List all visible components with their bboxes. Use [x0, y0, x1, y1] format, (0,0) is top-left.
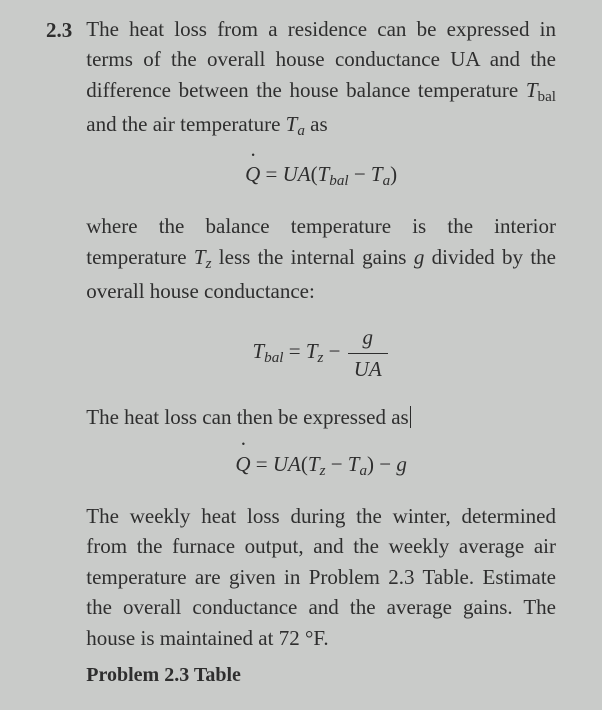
eq3-minus1: −	[325, 452, 347, 476]
page: 2.3 The heat loss from a residence can b…	[0, 0, 602, 710]
eq3-ta-sub: a	[359, 463, 367, 479]
equation-3: Q = UA(Tz − Ta) − g	[86, 449, 556, 483]
problem-number: 2.3	[46, 14, 72, 690]
equation-2: Tbal = Tz − gUA	[86, 322, 556, 384]
p1-text-1: The heat loss from a residence can be ex…	[86, 17, 556, 102]
eq1-tbal-sub: bal	[329, 173, 348, 189]
eq3-ua: UA	[273, 452, 301, 476]
p2-tz-t: T	[194, 245, 206, 269]
p1-ta-t: T	[286, 112, 298, 136]
eq3-lparen: (	[301, 452, 308, 476]
p1-text-3: as	[305, 112, 328, 136]
eq3-minus2: −	[374, 452, 396, 476]
eq2-frac-den: UA	[348, 353, 388, 384]
p1-tbal-t: T	[526, 78, 538, 102]
p1-tbal-sub: bal	[538, 89, 556, 105]
eq1-qdot: Q	[245, 159, 260, 189]
eq1-ua: UA	[283, 162, 311, 186]
problem-row: 2.3 The heat loss from a residence can b…	[46, 14, 556, 690]
eq1-ta-t: T	[371, 162, 383, 186]
eq3-rparen: )	[367, 452, 374, 476]
paragraph-1: The heat loss from a residence can be ex…	[86, 14, 556, 143]
table-caption: Problem 2.3 Table	[86, 661, 556, 690]
eq2-minus: −	[323, 339, 345, 363]
eq2-tz-t: T	[306, 339, 318, 363]
eq2-frac-num: g	[348, 322, 388, 352]
eq2-fraction: gUA	[348, 322, 388, 384]
eq3-g: g	[396, 452, 407, 476]
p3-text: The heat loss can then be expressed as	[86, 405, 408, 429]
eq1-lparen: (	[311, 162, 318, 186]
eq2-equals: =	[283, 339, 305, 363]
p2-text-2: less the internal gains	[211, 245, 413, 269]
p1-text-2: and the air temperature	[86, 112, 285, 136]
p1-ta-sub: a	[297, 123, 305, 139]
eq1-equals: =	[260, 162, 282, 186]
eq3-equals: =	[251, 452, 273, 476]
eq1-minus: −	[349, 162, 371, 186]
eq2-tbal-sub: bal	[264, 350, 283, 366]
eq3-ta-t: T	[348, 452, 360, 476]
paragraph-2: where the balance temperature is the int…	[86, 211, 556, 306]
eq2-tbal-t: T	[252, 339, 264, 363]
eq3-tz-t: T	[308, 452, 320, 476]
paragraph-3: The heat loss can then be expressed as	[86, 402, 556, 432]
equation-1: Q = UA(Tbal − Ta)	[86, 159, 556, 193]
eq1-rparen: )	[390, 162, 397, 186]
p2-g: g	[414, 245, 425, 269]
text-cursor	[410, 406, 411, 428]
eq1-tbal-t: T	[318, 162, 330, 186]
problem-body: The heat loss from a residence can be ex…	[86, 14, 556, 690]
eq3-qdot: Q	[235, 449, 250, 479]
paragraph-4: The weekly heat loss during the winter, …	[86, 501, 556, 653]
